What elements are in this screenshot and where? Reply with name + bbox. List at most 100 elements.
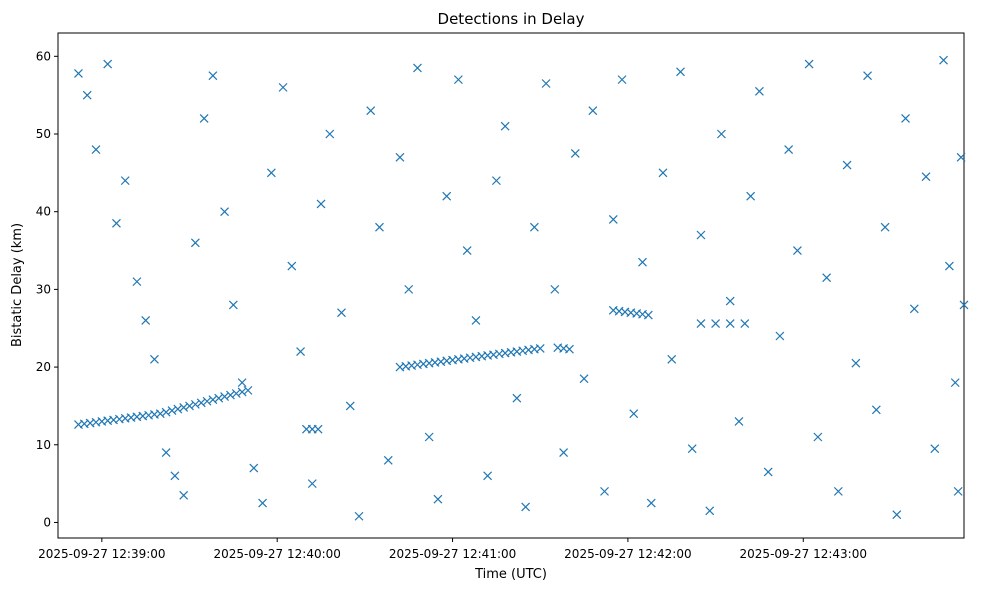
detection-point <box>307 479 317 489</box>
detection-point <box>643 310 653 320</box>
detection-point <box>565 344 574 354</box>
detection-point <box>535 344 545 353</box>
detection-point <box>740 319 750 328</box>
x-tick-label: 2025-09-27 12:41:00 <box>389 547 516 561</box>
detection-point <box>395 152 405 162</box>
detection-point <box>220 207 230 217</box>
detection-point <box>155 409 165 419</box>
detection-point <box>734 417 744 426</box>
detection-point <box>921 172 931 182</box>
detection-point <box>120 176 130 186</box>
detection-point <box>804 59 814 69</box>
detection-point <box>705 506 715 516</box>
detection-point <box>190 238 200 248</box>
detection-point <box>316 199 326 209</box>
detection-point <box>354 511 364 521</box>
detection-point <box>529 222 539 232</box>
detection-point <box>784 145 794 154</box>
detection-point <box>863 71 872 81</box>
detection-point <box>570 148 580 158</box>
detection-point <box>638 257 647 267</box>
detection-point <box>944 261 954 271</box>
detection-point <box>892 510 902 520</box>
detection-point <box>901 114 910 123</box>
detection-point <box>725 296 735 306</box>
y-tick-label: 10 <box>36 438 51 452</box>
detection-point <box>345 401 355 411</box>
detection-point <box>185 401 194 411</box>
data-points <box>74 55 969 521</box>
detection-point <box>822 273 832 283</box>
y-tick-label: 20 <box>36 360 51 374</box>
detection-point <box>462 246 472 255</box>
detection-point <box>433 494 443 504</box>
detection-point <box>266 168 276 178</box>
detection-point <box>851 358 861 368</box>
detection-point <box>103 59 113 69</box>
detection-point <box>608 215 618 224</box>
detection-point <box>763 467 773 477</box>
plot-area <box>57 32 965 539</box>
detection-point <box>512 393 522 403</box>
detection-point <box>278 82 288 92</box>
detection-point <box>600 486 609 496</box>
detection-point <box>579 374 589 384</box>
detection-point <box>170 471 180 481</box>
detection-point <box>413 63 422 73</box>
detection-point <box>190 399 200 409</box>
detection-point <box>658 168 668 178</box>
y-axis-label: Bistatic Delay (km) <box>10 223 25 347</box>
detection-point <box>775 331 785 341</box>
detection-point <box>424 432 434 442</box>
detection-point <box>313 424 323 434</box>
detection-point <box>939 55 948 65</box>
y-tick-label: 60 <box>36 49 51 63</box>
detection-point <box>956 152 966 162</box>
detection-point <box>629 409 639 419</box>
detection-point <box>199 114 209 123</box>
detection-point <box>150 354 159 364</box>
detection-point <box>500 121 510 131</box>
detection-point <box>231 389 241 398</box>
detection-point <box>521 502 531 512</box>
detection-point <box>667 354 677 364</box>
detection-point <box>214 393 224 403</box>
detection-point <box>909 304 919 314</box>
detection-point <box>179 403 189 412</box>
x-tick-label: 2025-09-27 12:39:00 <box>38 547 165 561</box>
detection-point <box>179 490 189 500</box>
detection-point <box>676 67 685 77</box>
y-axis: 0 10 20 30 40 50 60 <box>36 49 58 529</box>
detection-point <box>237 378 247 388</box>
detection-point <box>871 405 881 415</box>
detection-point <box>383 455 393 465</box>
detection-point <box>366 106 376 116</box>
detection-point <box>646 498 656 508</box>
detection-point <box>208 395 218 405</box>
detection-point <box>491 176 501 186</box>
y-tick-label: 50 <box>36 127 51 141</box>
detection-point <box>196 398 206 408</box>
detection-point <box>237 387 247 397</box>
detection-point <box>711 319 721 328</box>
x-tick-label: 2025-09-27 12:42:00 <box>564 547 691 561</box>
detection-point <box>226 390 235 400</box>
detection-point <box>696 230 706 240</box>
x-axis: 2025-09-27 12:39:00 2025-09-27 12:40:00 20… <box>38 538 867 561</box>
detection-point <box>132 277 142 287</box>
detection-point <box>202 396 212 406</box>
detection-point <box>258 498 268 508</box>
detection-point <box>161 407 171 417</box>
detection-point <box>325 129 335 139</box>
detection-point <box>243 385 253 395</box>
x-axis-label: Time (UTC) <box>474 567 547 582</box>
detection-point <box>220 392 230 402</box>
detection-point <box>880 222 890 232</box>
detection-point <box>842 160 852 170</box>
detection-point <box>959 300 969 310</box>
detection-point <box>483 471 493 481</box>
detection-point <box>746 191 756 201</box>
detection-point <box>91 145 101 154</box>
detection-point <box>725 319 735 328</box>
